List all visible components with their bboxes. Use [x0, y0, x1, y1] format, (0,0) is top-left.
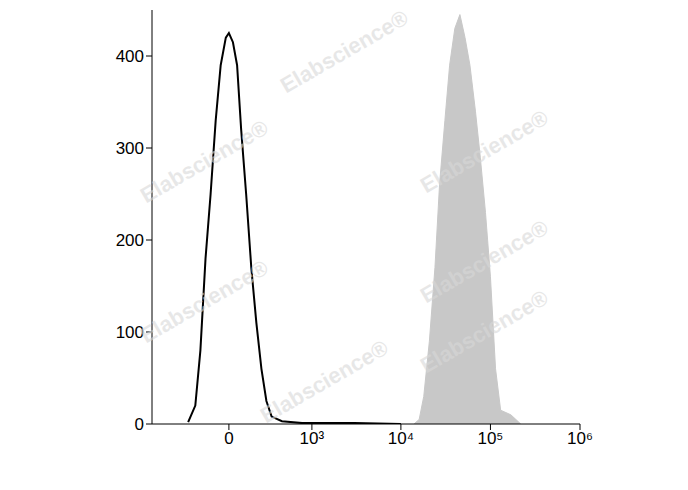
svg-text:200: 200 [116, 231, 144, 250]
svg-text:400: 400 [116, 47, 144, 66]
svg-text:0: 0 [224, 429, 233, 448]
svg-text:0: 0 [135, 415, 144, 434]
svg-text:Elabscience®: Elabscience® [276, 8, 413, 98]
svg-text:10⁴: 10⁴ [388, 429, 414, 448]
svg-text:Elabscience®: Elabscience® [136, 115, 273, 208]
svg-text:Elabscience®: Elabscience® [416, 215, 553, 308]
svg-text:10⁵: 10⁵ [477, 429, 503, 448]
svg-text:10³: 10³ [300, 429, 325, 448]
svg-text:100: 100 [116, 323, 144, 342]
svg-text:Elabscience®: Elabscience® [136, 255, 273, 348]
svg-text:Elabscience®: Elabscience® [416, 285, 553, 378]
svg-text:Elabscience®: Elabscience® [256, 335, 393, 428]
svg-text:300: 300 [116, 139, 144, 158]
svg-text:Elabscience®: Elabscience® [416, 105, 553, 198]
svg-text:10⁶: 10⁶ [567, 429, 593, 448]
